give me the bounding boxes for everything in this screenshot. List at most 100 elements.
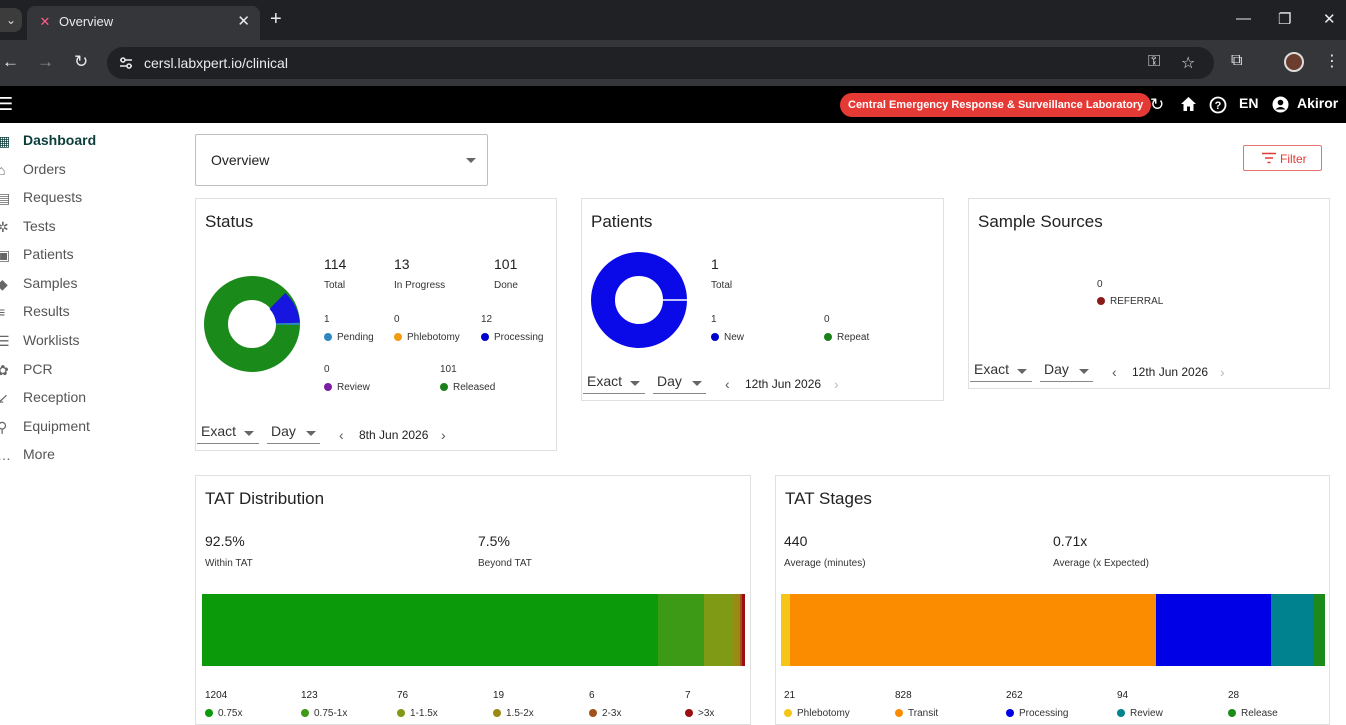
sidebar-item-label: Dashboard	[23, 132, 97, 148]
legend-label: 0.75x	[218, 708, 243, 719]
requests-icon: ▤	[0, 190, 11, 206]
user-account-icon[interactable]	[1272, 96, 1289, 113]
average-expected-label: Average (x Expected)	[1053, 558, 1149, 569]
mode-select[interactable]: Exact	[197, 422, 259, 444]
tat-distribution-card: TAT Distribution 92.5% Within TAT 7.5% B…	[195, 475, 751, 725]
home-icon[interactable]	[1180, 96, 1197, 112]
legend-dot	[711, 333, 719, 341]
bar-segment-transit	[790, 594, 1156, 666]
period-select[interactable]: Day	[653, 372, 706, 394]
total-label: Total	[324, 280, 346, 291]
forward-arrow-icon[interactable]: →	[37, 52, 54, 71]
sidebar-item-label: Tests	[23, 218, 56, 234]
legend-label: Phlebotomy	[407, 332, 460, 343]
address-bar[interactable]: cersl.labxpert.io/clinical ⚿ ☆	[107, 47, 1214, 79]
beyond-tat-value: 7.5%	[478, 533, 510, 549]
legend-label: Review	[337, 382, 370, 393]
prev-date-icon[interactable]: ‹	[339, 427, 344, 443]
samples-icon: ◆	[0, 276, 8, 292]
legend-label: Review	[1130, 708, 1163, 719]
sidebar-item-label: Equipment	[23, 418, 90, 434]
legend-label: >3x	[698, 708, 715, 719]
back-arrow-icon[interactable]: ←	[2, 52, 19, 71]
patients-card: Patients 1 Total 1 New 0 Repeat Exact Da…	[581, 198, 944, 401]
donut-segment-processing	[269, 293, 300, 324]
mode-select[interactable]: Exact	[583, 372, 645, 394]
language-selector[interactable]: EN	[1239, 95, 1259, 111]
period-select[interactable]: Day	[267, 422, 320, 444]
dashboard-view-select[interactable]: Overview	[195, 134, 488, 186]
legend-value: 828	[895, 690, 912, 701]
period-select[interactable]: Day	[1040, 360, 1093, 382]
period-select-value: Day	[657, 373, 682, 389]
legend-label: Transit	[908, 708, 939, 719]
filter-button[interactable]: Filter	[1243, 145, 1322, 171]
legend-value: 7	[685, 690, 691, 701]
reload-icon[interactable]: ↻	[74, 52, 89, 71]
legend-value: 1204	[205, 690, 228, 701]
hamburger-menu-icon[interactable]: ☰	[0, 94, 14, 114]
extensions-icon[interactable]: ⧉	[1231, 52, 1243, 69]
legend-value: 19	[493, 690, 505, 701]
legend-item: Transit	[895, 708, 938, 719]
tab-close-icon[interactable]: ✕	[237, 13, 250, 30]
legend-label: 2-3x	[602, 708, 622, 719]
sidebar-item-label: Patients	[23, 246, 74, 262]
browser-toolbar: ← → ↻ cersl.labxpert.io/clinical ⚿ ☆ ⧉ ⋮	[0, 40, 1346, 86]
next-date-icon[interactable]: ›	[1220, 364, 1225, 380]
legend-value: 1	[711, 314, 717, 325]
patients-icon: ▣	[0, 247, 11, 263]
beyond-tat-label: Beyond TAT	[478, 558, 532, 569]
legend-dot	[784, 709, 792, 717]
legend-label: Phlebotomy	[797, 708, 850, 719]
more-icon: …	[0, 447, 13, 463]
filter-label: Filter	[1280, 152, 1307, 166]
sample-sources-card: Sample Sources 0 REFERRAL Exact Day ‹ 12…	[968, 198, 1330, 389]
next-date-icon[interactable]: ›	[834, 376, 839, 392]
legend-item: 0.75-1x	[301, 708, 347, 719]
bookmark-star-icon[interactable]: ☆	[1181, 55, 1196, 72]
next-date-icon[interactable]: ›	[441, 427, 446, 443]
legend-label: Release	[1241, 708, 1278, 719]
prev-date-icon[interactable]: ‹	[725, 376, 730, 392]
legend-value: 21	[784, 690, 796, 701]
legend-label: Pending	[337, 332, 374, 343]
period-select-value: Day	[1044, 361, 1069, 377]
mode-select-value: Exact	[974, 361, 1010, 377]
legend-dot	[824, 333, 832, 341]
legend-dot	[394, 333, 402, 341]
lab-name-badge[interactable]: Central Emergency Response & Surveillanc…	[840, 93, 1152, 117]
profile-avatar[interactable]	[1284, 52, 1304, 72]
chevron-down-icon	[466, 158, 476, 163]
window-close-icon[interactable]: ✕	[1323, 11, 1336, 28]
legend-label: Released	[453, 382, 496, 393]
patients-donut-chart	[591, 252, 687, 348]
bar-segment-release	[1312, 594, 1325, 666]
browser-tab[interactable]: ✕ Overview ✕	[27, 6, 260, 40]
card-title: Patients	[591, 212, 653, 231]
password-key-icon[interactable]: ⚿	[1148, 53, 1161, 70]
chevron-down-icon	[1079, 369, 1089, 374]
browser-menu-icon[interactable]: ⋮	[1324, 53, 1340, 70]
sidebar-item-label: Requests	[23, 189, 83, 205]
minimize-icon[interactable]: —	[1236, 10, 1251, 27]
new-tab-plus-icon[interactable]: +	[270, 8, 282, 30]
legend-dot	[493, 709, 501, 717]
filter-icon	[1262, 152, 1276, 164]
site-info-icon[interactable]	[118, 55, 134, 71]
restore-icon[interactable]: ❐	[1278, 11, 1292, 28]
legend-dot	[481, 333, 489, 341]
tab-search-chevron-icon[interactable]: ⌄	[0, 8, 22, 32]
prev-date-icon[interactable]: ‹	[1112, 364, 1117, 380]
mode-select[interactable]: Exact	[970, 360, 1032, 382]
help-icon[interactable]: ?	[1209, 96, 1227, 114]
sidebar-nav: ▦ Dashboard ⌂ Orders ▤ Requests ✲ Tests …	[0, 123, 180, 719]
user-name[interactable]: Akiror	[1297, 95, 1339, 111]
orders-icon: ⌂	[0, 162, 6, 178]
sidebar-item-label: Results	[23, 303, 70, 319]
refresh-icon[interactable]: ↻	[1150, 95, 1165, 114]
done-label: Done	[494, 280, 518, 291]
worklists-icon: ☰	[0, 333, 10, 349]
status-card: Status 114 Total 13 In Progress 101 Done…	[195, 198, 557, 451]
legend-item-released: Released	[440, 382, 495, 393]
